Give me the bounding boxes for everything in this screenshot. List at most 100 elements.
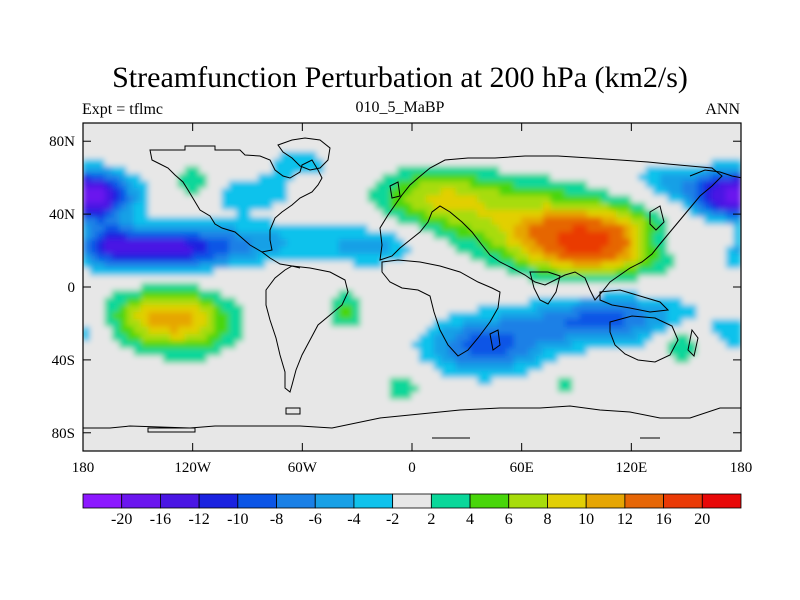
contour-cell <box>389 144 398 153</box>
contour-cell <box>667 166 676 175</box>
contour-cell <box>148 399 157 408</box>
contour-cell <box>448 282 457 292</box>
contour-cell <box>331 384 340 394</box>
contour-cell <box>703 414 713 423</box>
contour-cell <box>83 326 91 335</box>
contour-cell <box>491 363 501 372</box>
contour-cell <box>367 151 376 160</box>
contour-cell <box>323 151 333 160</box>
contour-cell <box>616 428 625 437</box>
contour-cell <box>177 290 186 299</box>
contour-cell <box>316 188 325 197</box>
contour-cell <box>513 151 523 160</box>
contour-cell <box>316 290 325 299</box>
contour-cell <box>287 137 296 146</box>
contour-cell <box>396 151 406 160</box>
contour-cell <box>477 435 486 445</box>
contour-cell <box>272 312 281 321</box>
contour-cell <box>338 304 347 314</box>
contour-cell <box>140 239 150 248</box>
contour-cell <box>733 246 741 255</box>
contour-cell <box>718 297 727 306</box>
contour-cell <box>638 166 647 175</box>
contour-cell <box>250 144 259 153</box>
contour-cell <box>696 414 705 423</box>
contour-cell <box>565 435 574 445</box>
contour-cell <box>309 123 318 131</box>
contour-cell <box>279 333 289 343</box>
contour-cell <box>104 217 113 226</box>
contour-cell <box>404 123 413 131</box>
contour-cell <box>331 414 340 423</box>
contour-cell <box>667 246 676 255</box>
contour-cell <box>711 209 720 219</box>
contour-cell <box>133 282 142 292</box>
contour-cell <box>440 377 450 386</box>
contour-cell <box>667 231 676 241</box>
contour-cell <box>455 341 464 350</box>
contour-cell <box>418 217 428 226</box>
contour-cell <box>177 202 186 211</box>
contour-cell <box>550 312 559 321</box>
contour-cell <box>491 231 501 241</box>
contour-cell <box>272 180 281 190</box>
contour-cell <box>565 166 574 175</box>
contour-cell <box>572 217 581 226</box>
contour-cell <box>462 297 471 306</box>
contour-cell <box>206 123 216 131</box>
contour-cell <box>89 435 99 445</box>
contour-cell <box>243 290 252 299</box>
contour-cell <box>89 275 99 284</box>
contour-cell <box>345 217 355 226</box>
contour-cell <box>345 290 355 299</box>
contour-cell <box>689 282 698 292</box>
contour-cell <box>184 144 194 153</box>
contour-cell <box>199 282 208 292</box>
contour-cell <box>674 370 684 379</box>
contour-cell <box>469 428 479 437</box>
contour-cell <box>162 239 172 248</box>
contour-cell <box>155 304 164 314</box>
contour-cell <box>272 341 281 350</box>
contour-cell <box>645 144 654 153</box>
contour-cell <box>353 319 362 328</box>
contour-cell <box>345 355 355 365</box>
contour-cell <box>667 129 676 139</box>
contour-cell <box>404 224 413 233</box>
contour-cell <box>279 137 289 146</box>
contour-cell <box>184 297 194 306</box>
contour-cell <box>353 363 362 372</box>
contour-cell <box>674 355 684 365</box>
contour-cell <box>689 129 698 139</box>
contour-cell <box>389 173 398 182</box>
contour-cell <box>389 224 398 233</box>
contour-cell <box>623 180 632 190</box>
contour-cell <box>133 435 142 445</box>
contour-cell <box>367 253 376 262</box>
contour-cell <box>83 370 91 379</box>
contour-cell <box>499 268 508 277</box>
contour-cell <box>214 326 223 335</box>
contour-cell <box>433 312 442 321</box>
contour-cell <box>491 428 501 437</box>
contour-cell <box>374 355 384 365</box>
contour-cell <box>630 355 640 365</box>
contour-cell <box>243 355 252 365</box>
contour-cell <box>331 304 340 314</box>
contour-cell <box>177 399 186 408</box>
contour-cell <box>104 166 113 175</box>
contour-cell <box>418 202 428 211</box>
contour-cell <box>177 414 186 423</box>
contour-cell <box>184 370 194 379</box>
contour-cell <box>448 144 457 153</box>
contour-cell <box>586 363 596 372</box>
contour-cell <box>294 158 303 168</box>
contour-cell <box>535 399 545 408</box>
contour-cell <box>718 333 727 343</box>
contour-cell <box>440 348 450 357</box>
contour-cell <box>469 268 479 277</box>
contour-cell <box>579 304 588 314</box>
contour-cell <box>499 144 508 153</box>
contour-cell <box>513 304 523 314</box>
contour-cell <box>89 260 99 270</box>
